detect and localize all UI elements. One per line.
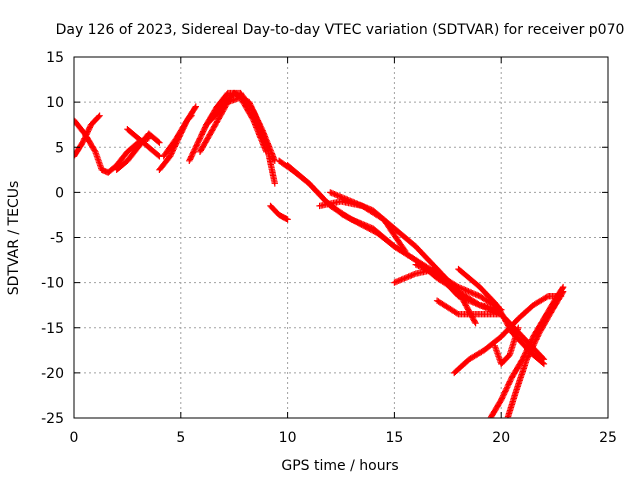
data-point-markers: [275, 157, 505, 313]
x-tick-labels: 0 5 10 15 20 25: [70, 430, 617, 446]
y-tick-label: -10: [41, 276, 64, 292]
x-tick-label: 5: [176, 430, 185, 446]
series-arc18: [455, 265, 548, 368]
y-tick-label: -15: [41, 321, 64, 337]
data-point-markers: [74, 117, 152, 176]
data-point-markers: [113, 130, 163, 173]
data-point-markers: [267, 202, 291, 223]
series-arc22: [491, 324, 522, 368]
series-arc19: [451, 293, 565, 377]
y-tick-label: 5: [55, 140, 64, 156]
x-tick-label: 0: [70, 430, 79, 446]
y-tick-label: 15: [46, 50, 64, 66]
data-point-markers: [327, 189, 441, 273]
data-point-markers: [491, 324, 522, 368]
series-arc10: [267, 202, 291, 223]
x-tick-label: 20: [492, 430, 510, 446]
data-point-markers: [455, 265, 548, 368]
series-arc14: [327, 189, 441, 273]
data-points: [74, 89, 567, 418]
series-arc11: [275, 157, 505, 313]
y-tick-label: 0: [55, 185, 64, 201]
data-point-markers: [160, 103, 199, 160]
series-arc21: [504, 288, 567, 418]
series-arc3: [113, 130, 163, 173]
data-point-markers: [203, 89, 278, 164]
data-point-markers: [451, 293, 565, 377]
y-tick-label: -5: [50, 231, 64, 247]
x-tick-label: 10: [279, 430, 297, 446]
chart-title: Day 126 of 2023, Sidereal Day-to-day VTE…: [56, 22, 625, 38]
series-arc6: [160, 103, 199, 160]
y-tick-labels: -25 -20 -15 -10 -5 0 5 10 15: [41, 50, 64, 427]
data-point-markers: [504, 288, 567, 418]
series-arc9: [203, 89, 278, 164]
x-tick-label: 15: [385, 430, 403, 446]
x-axis-label: GPS time / hours: [281, 458, 398, 474]
data-point-markers: [412, 261, 505, 313]
y-tick-label: -20: [41, 366, 64, 382]
series-arc1: [74, 117, 152, 176]
y-tick-label: 10: [46, 95, 64, 111]
data-point-markers: [124, 126, 163, 160]
series-arc4: [124, 126, 163, 160]
tick-marks: [73, 56, 609, 419]
y-axis-label: SDTVAR / TECUs: [6, 181, 22, 296]
series-arc16: [412, 261, 505, 313]
y-tick-label: -25: [41, 411, 64, 427]
x-tick-label: 25: [599, 430, 617, 446]
